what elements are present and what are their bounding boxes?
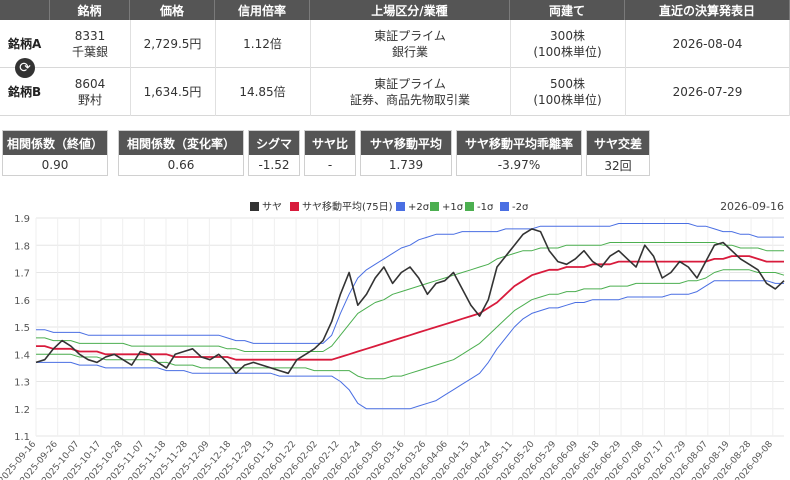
row-label: 銘柄A xyxy=(8,36,42,51)
hedge-unit: (100株単位) xyxy=(533,92,602,107)
stat-sigma: シグマ -1.52 xyxy=(248,130,300,176)
divider xyxy=(510,20,511,116)
y-axis: 1.1 1.2 1.3 1.4 1.5 1.6 1.7 1.8 1.9 xyxy=(14,214,30,443)
earnings-date-cell: 2026-08-04 xyxy=(672,36,743,51)
header-market-sector: 上場区分/業種 xyxy=(310,0,510,20)
stat-value: -3.97% xyxy=(497,158,541,172)
y-tick-label: 1.9 xyxy=(14,214,30,225)
market: 東証プライム xyxy=(374,76,446,91)
stat-spread-ratio: サヤ比 - xyxy=(304,130,356,176)
chart-lines xyxy=(35,223,785,410)
legend-label: -2σ xyxy=(512,202,529,213)
stat-correlation-close: 相関係数（終値） 0.90 xyxy=(2,130,108,176)
legend-label: -1σ xyxy=(477,202,494,213)
y-tick-label: 1.4 xyxy=(14,350,30,361)
x-axis: 2025-09-162025-09-262025-10-072025-10-17… xyxy=(0,439,775,480)
y-tick-label: 1.5 xyxy=(14,323,30,334)
legend-label: サヤ xyxy=(262,201,282,213)
stat-label: シグマ xyxy=(249,131,299,155)
header-margin-ratio: 信用倍率 xyxy=(215,0,310,20)
y-tick-label: 1.3 xyxy=(14,378,30,389)
chart-legend: サヤ サヤ移動平均(75日) +2σ +1σ -1σ -2σ xyxy=(250,200,529,213)
market-sector-cell: 東証プライム 銀行業 xyxy=(310,20,510,67)
hedge-cell: 300株 (100株単位) xyxy=(510,20,625,67)
legend-label: +2σ xyxy=(408,202,430,213)
stat-value: 0.66 xyxy=(167,158,195,172)
margin-ratio-cell: 1.12倍 xyxy=(243,36,282,51)
stat-value: 1.739 xyxy=(388,158,424,172)
y-tick-label: 1.6 xyxy=(14,296,30,307)
stat-label: 相関係数（変化率） xyxy=(119,131,243,155)
header-earnings-date: 直近の決算発表日 xyxy=(625,0,790,20)
chart-grid xyxy=(35,217,784,437)
stock-code: 8604 xyxy=(74,76,106,91)
stat-crossings: サヤ交差 32回 xyxy=(586,130,650,176)
legend-swatch xyxy=(250,202,259,211)
legend-label: +1σ xyxy=(442,202,464,213)
y-tick-label: 1.1 xyxy=(14,432,30,443)
divider xyxy=(215,20,216,116)
y-tick-label: 1.2 xyxy=(14,405,30,416)
market: 東証プライム xyxy=(374,28,446,43)
divider xyxy=(625,20,626,116)
legend-swatch xyxy=(430,202,439,211)
stat-label: サヤ移動平均乖離率 xyxy=(457,131,581,155)
y-tick-label: 1.8 xyxy=(14,241,30,252)
series-line-5 xyxy=(36,280,784,410)
spread-chart[interactable]: 1.1 1.2 1.3 1.4 1.5 1.6 1.7 1.8 1.9 2025-09-1620… xyxy=(0,190,790,480)
row-label: 銘柄B xyxy=(8,84,42,99)
stat-value: 0.90 xyxy=(41,158,69,172)
stat-label: サヤ比 xyxy=(305,131,355,155)
series-line-4 xyxy=(36,269,785,380)
stat-value: -1.52 xyxy=(258,158,290,172)
divider xyxy=(130,20,131,116)
table-row: 銘柄A 8331 千葉銀 2,729.5円 1.12倍 東証プライム 銀行業 3… xyxy=(0,20,790,68)
legend-swatch xyxy=(290,202,299,211)
price-cell: 2,729.5円 xyxy=(143,36,202,51)
stat-value: 32回 xyxy=(604,158,632,173)
stat-label: サヤ交差 xyxy=(587,131,649,155)
stat-ma-deviation: サヤ移動平均乖離率 -3.97% xyxy=(456,130,582,176)
symbol-cell[interactable]: 8604 野村 xyxy=(50,68,130,115)
stock-name: 千葉銀 xyxy=(71,44,108,59)
chart-date-label: 2026-09-16 xyxy=(720,200,784,213)
table-row: 銘柄B 8604 野村 1,634.5円 14.85倍 東証プライム 証券、商品… xyxy=(0,68,790,116)
market-sector-cell: 東証プライム 証券、商品先物取引業 xyxy=(310,68,510,115)
series-line-1 xyxy=(36,255,784,361)
y-tick-label: 1.7 xyxy=(14,269,30,280)
legend-label: サヤ移動平均(75日) xyxy=(302,200,393,213)
legend-swatch xyxy=(500,202,509,211)
divider xyxy=(310,20,311,116)
stat-label: サヤ移動平均 xyxy=(361,131,451,155)
hedge-unit: (100株単位) xyxy=(533,44,602,59)
stat-label: 相関係数（終値） xyxy=(3,131,107,155)
stats-bar: 相関係数（終値） 0.90 相関係数（変化率） 0.66 シグマ -1.52 サ… xyxy=(0,130,790,176)
series-line-2 xyxy=(36,223,784,344)
swap-icon[interactable]: ⟳ xyxy=(15,58,35,78)
stock-name: 野村 xyxy=(77,92,102,107)
earnings-date-cell: 2026-07-29 xyxy=(672,84,743,99)
hedge-shares: 500株 xyxy=(550,76,585,91)
header-blank xyxy=(0,0,50,20)
sector: 銀行業 xyxy=(391,44,428,59)
table-header: 銘柄 価格 信用倍率 上場区分/業種 両建て 直近の決算発表日 xyxy=(0,0,790,20)
stat-value: - xyxy=(327,158,333,172)
header-hedge: 両建て xyxy=(510,0,625,20)
hedge-shares: 300株 xyxy=(550,28,585,43)
stat-correlation-change: 相関係数（変化率） 0.66 xyxy=(118,130,244,176)
header-price: 価格 xyxy=(130,0,215,20)
legend-swatch xyxy=(465,202,474,211)
margin-ratio-cell: 14.85倍 xyxy=(239,84,286,99)
sector: 証券、商品先物取引業 xyxy=(349,92,470,107)
stat-spread-ma: サヤ移動平均 1.739 xyxy=(360,130,452,176)
hedge-cell: 500株 (100株単位) xyxy=(510,68,625,115)
header-symbol: 銘柄 xyxy=(50,0,130,20)
symbol-cell[interactable]: 8331 千葉銀 xyxy=(50,20,130,67)
legend-swatch xyxy=(396,202,405,211)
series-line-0 xyxy=(35,228,785,375)
stock-code: 8331 xyxy=(74,28,106,43)
series-line-3 xyxy=(36,242,784,352)
price-cell: 1,634.5円 xyxy=(143,84,202,99)
pair-table: 銘柄 価格 信用倍率 上場区分/業種 両建て 直近の決算発表日 銘柄A 8331… xyxy=(0,0,790,116)
